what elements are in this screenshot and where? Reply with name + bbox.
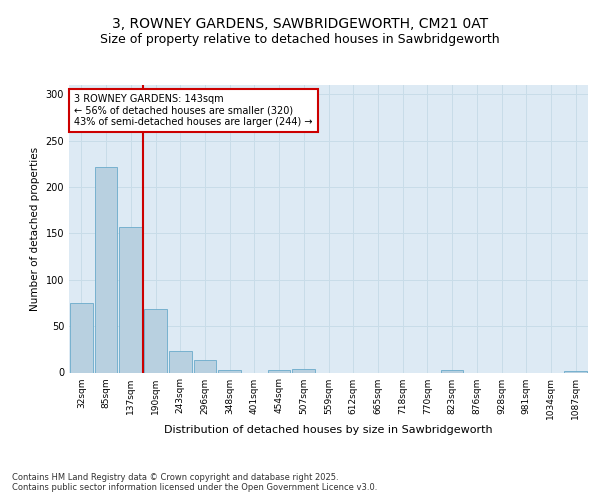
Text: Contains HM Land Registry data © Crown copyright and database right 2025.
Contai: Contains HM Land Registry data © Crown c… — [12, 472, 377, 492]
Text: Size of property relative to detached houses in Sawbridgeworth: Size of property relative to detached ho… — [100, 32, 500, 46]
Y-axis label: Number of detached properties: Number of detached properties — [30, 146, 40, 311]
Bar — [292, 369, 315, 372]
Bar — [564, 370, 587, 372]
Bar — [95, 166, 118, 372]
X-axis label: Distribution of detached houses by size in Sawbridgeworth: Distribution of detached houses by size … — [164, 425, 493, 435]
Bar — [119, 227, 142, 372]
Text: 3 ROWNEY GARDENS: 143sqm
← 56% of detached houses are smaller (320)
43% of semi-: 3 ROWNEY GARDENS: 143sqm ← 56% of detach… — [74, 94, 313, 127]
Bar — [169, 351, 191, 372]
Bar — [218, 370, 241, 372]
Bar — [194, 360, 216, 372]
Bar — [268, 370, 290, 372]
Bar — [144, 310, 167, 372]
Bar — [70, 303, 93, 372]
Text: 3, ROWNEY GARDENS, SAWBRIDGEWORTH, CM21 0AT: 3, ROWNEY GARDENS, SAWBRIDGEWORTH, CM21 … — [112, 18, 488, 32]
Bar — [441, 370, 463, 372]
